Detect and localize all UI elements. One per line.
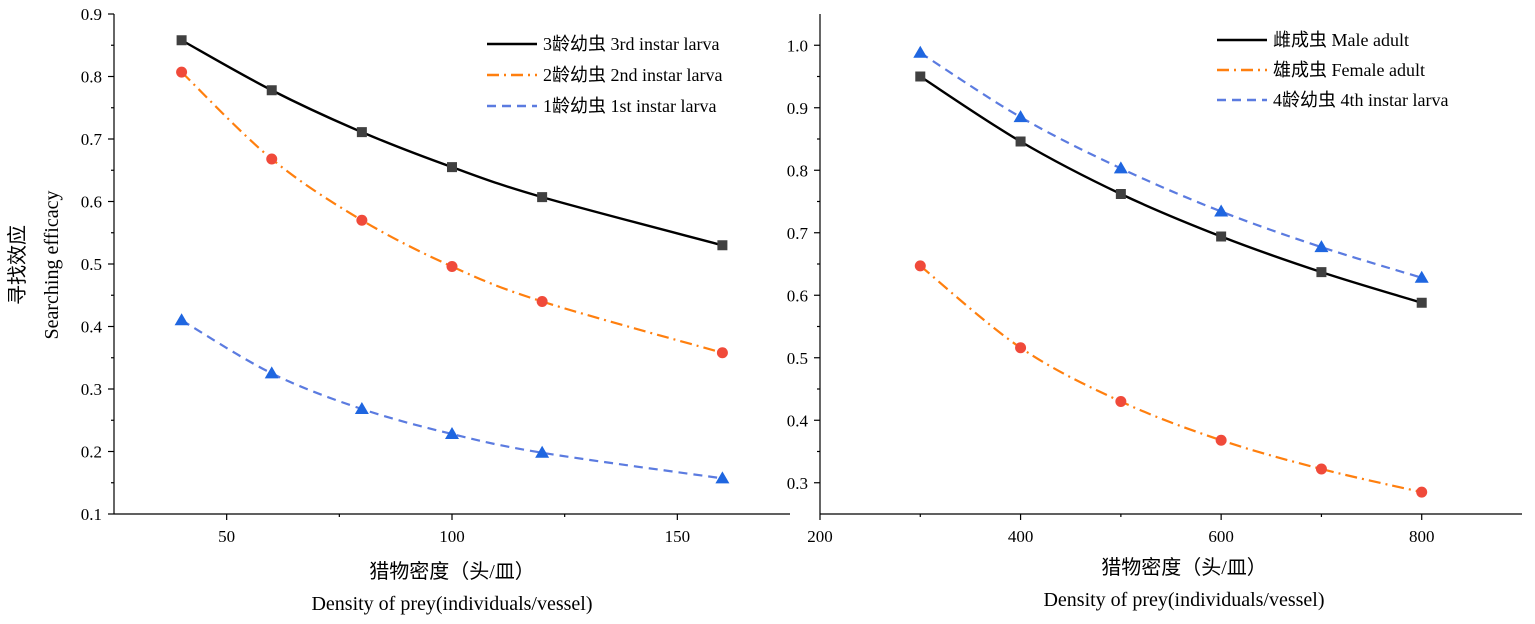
left-series-2-point [716, 347, 728, 359]
right-xtick-label: 800 [1409, 527, 1435, 546]
left-series-1-point [447, 162, 457, 173]
left-ylabel-en: Searching efficacy [41, 191, 63, 340]
right-series-2-point [1215, 434, 1227, 446]
right-series-2-point [914, 260, 926, 272]
left-series-2-point [266, 153, 278, 165]
left-xlabel-cn: 猎物密度（头/皿） [369, 560, 535, 583]
left-series-3-line [181, 319, 723, 480]
right-xtick-label: 400 [1008, 527, 1034, 546]
left-series-3-point [445, 427, 459, 439]
left-ytick-label: 0.2 [81, 443, 102, 462]
right-ytick-label: 0.4 [787, 411, 809, 430]
left-xtick-label: 100 [439, 527, 465, 546]
left-xtick-label: 50 [218, 527, 235, 546]
right-series-1-point [1216, 231, 1227, 242]
left-series-1-point [717, 240, 728, 251]
left-chart: 寻找效应 Searching efficacy 猎物密度（头/皿） Densit… [6, 5, 790, 615]
left-series-1-point [266, 85, 277, 96]
left-series-3-point [715, 471, 730, 484]
right-series-1-point [915, 71, 926, 82]
left-series-2-point [536, 296, 548, 307]
left-ytick-label: 0.6 [81, 193, 102, 212]
left-ytick-label: 0.4 [81, 318, 103, 337]
right-legend-label-3: 4龄幼虫 4th instar larva [1273, 90, 1448, 110]
left-ytick-label: 0.1 [81, 505, 102, 524]
right-series-2-point [1416, 486, 1428, 498]
left-series-1-line [181, 39, 723, 247]
left-series-3-point [174, 313, 189, 326]
left-legend-label-1: 3龄幼虫 3rd instar larva [543, 34, 719, 54]
right-xtick-label: 200 [807, 527, 833, 546]
left-ytick-label: 0.3 [81, 380, 102, 399]
left-xtick-label: 150 [665, 527, 691, 546]
right-series-3-point [1414, 270, 1429, 283]
left-series-2-point [356, 214, 368, 226]
right-ytick-label: 0.5 [787, 349, 808, 368]
left-ytick-label: 0.8 [81, 68, 102, 87]
left-series-2-line [180, 71, 723, 354]
right-series-1-point [1316, 267, 1327, 278]
right-ytick-label: 0.9 [787, 99, 808, 118]
right-series-1-point [1416, 297, 1427, 308]
right-series-3-point [1314, 240, 1329, 253]
right-series-1-point [1115, 189, 1126, 199]
left-series-3-point [535, 445, 550, 458]
right-ytick-label: 0.7 [787, 224, 809, 243]
right-ytick-label: 0.8 [787, 161, 808, 180]
right-ytick-label: 0.3 [787, 474, 808, 493]
left-legend-label-2: 2龄幼虫 2nd instar larva [543, 65, 722, 85]
left-legend-label-3: 1龄幼虫 1st instar larva [543, 96, 716, 116]
left-series-1-point [537, 192, 548, 203]
left-series-2-point [446, 261, 458, 272]
right-series-1-line [919, 75, 1423, 304]
right-series-3-point [913, 45, 928, 58]
right-series-3-point [1113, 161, 1128, 174]
right-series-1-point [1015, 136, 1026, 147]
left-series-1-point [176, 35, 187, 46]
right-xlabel-cn: 猎物密度（头/皿） [1101, 556, 1267, 579]
left-ylabel-cn: 寻找效应 [6, 225, 29, 305]
left-ytick-label: 0.5 [81, 255, 102, 274]
right-series-2-point [1315, 463, 1327, 475]
right-series-2-line [919, 265, 1422, 494]
left-xlabel-en: Density of prey(individuals/vessel) [311, 593, 592, 615]
right-chart: 猎物密度（头/皿） Density of prey(individuals/ve… [787, 14, 1522, 611]
right-legend-label-1: 雌成虫 Male adult [1273, 30, 1409, 50]
right-series-3-line [919, 51, 1423, 279]
right-series-3-point [1214, 204, 1229, 217]
left-series-2-point [176, 66, 188, 78]
left-series-3-point [264, 366, 279, 379]
right-xtick-label: 600 [1208, 527, 1234, 546]
right-series-2-point [1115, 396, 1127, 407]
left-ytick-label: 0.9 [81, 5, 102, 24]
left-ytick-label: 0.7 [81, 130, 103, 149]
right-ytick-label: 0.6 [787, 286, 808, 305]
right-legend-label-2: 雄成虫 Female adult [1273, 60, 1425, 80]
right-series-3-point [1013, 110, 1028, 123]
right-series-2-point [1015, 342, 1027, 354]
right-ytick-label: 1.0 [787, 36, 808, 55]
left-series-3-point [354, 402, 369, 414]
right-xlabel-en: Density of prey(individuals/vessel) [1043, 589, 1324, 611]
left-series-1-point [356, 127, 367, 138]
